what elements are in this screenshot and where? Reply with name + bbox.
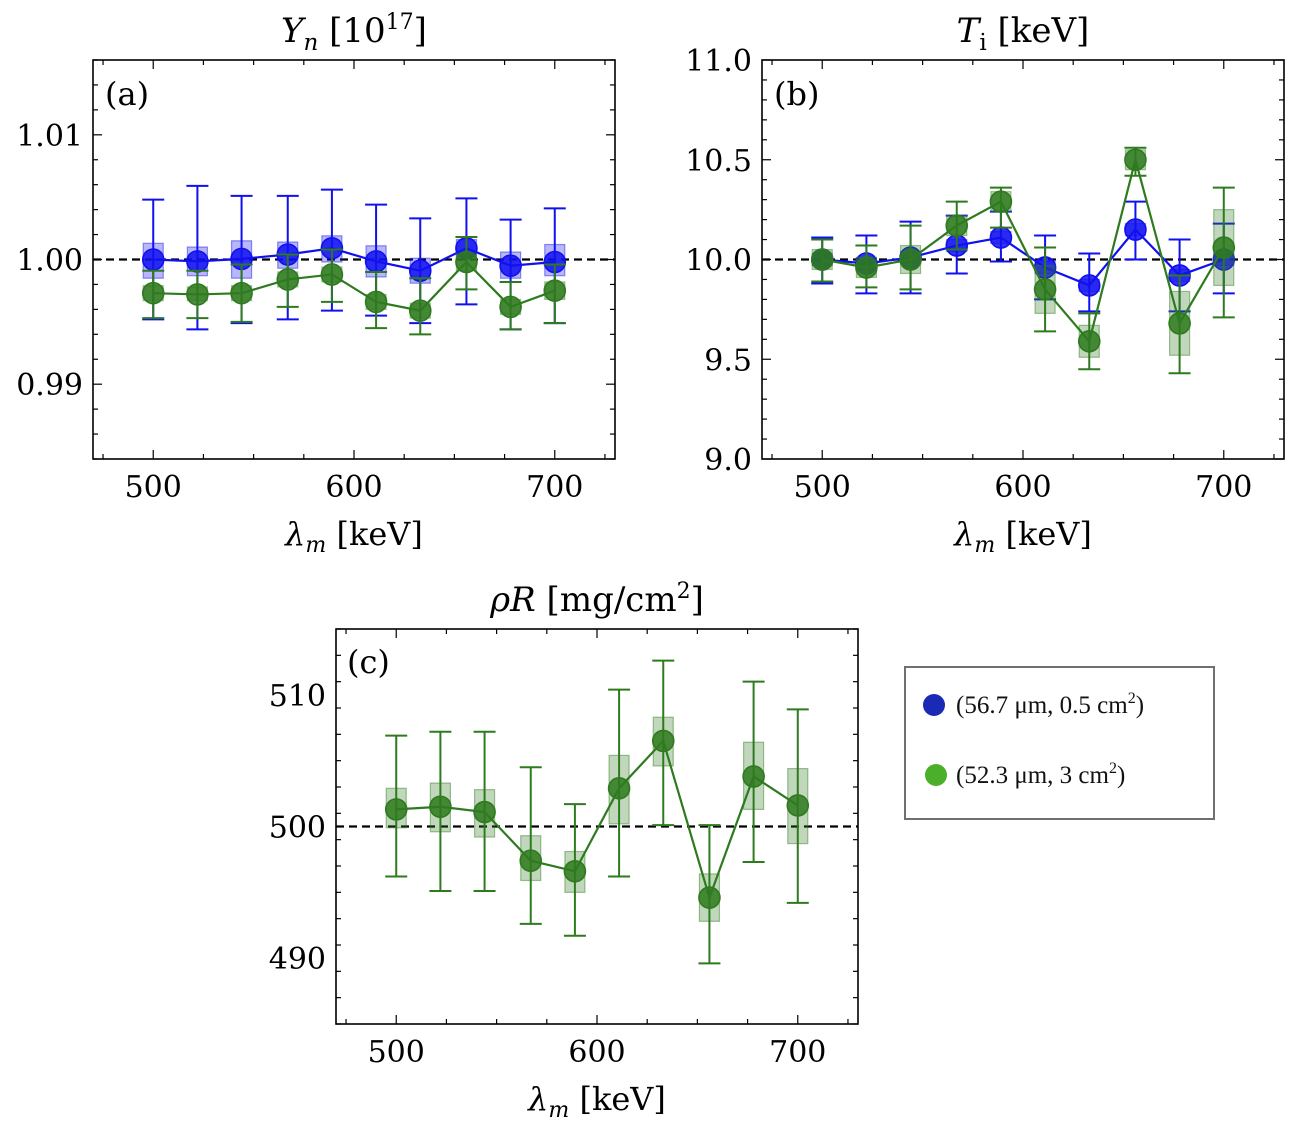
x-tick-label: 600 (568, 1035, 625, 1070)
data-point (810, 248, 834, 271)
data-point (384, 798, 408, 821)
panel-b-ion-temperature: 500 600 700 9.0 9.5 10.0 10.5 11.0 λm [keV] Ti [k… (685, 11, 1285, 558)
data-point (1168, 312, 1191, 335)
panel-title: Ti [keV] (957, 11, 1090, 56)
y-tick-label: 490 (269, 942, 326, 977)
data-point (519, 849, 543, 873)
legend-entry-series-2: (52.3 μm, 3 cm2) (956, 760, 1125, 789)
x-tick-label: 700 (526, 470, 583, 505)
data-point (855, 256, 878, 279)
data-point (320, 263, 344, 286)
data-point (455, 250, 478, 274)
data-point (1124, 148, 1147, 172)
x-axis-label: λm [keV] (952, 515, 1092, 558)
data-point (141, 281, 165, 305)
legend-marker-series-2 (925, 764, 947, 786)
data-point (563, 859, 587, 883)
y-tick-label: 500 (269, 811, 326, 846)
panel-a-yield: 500 600 700 0.99 1.00 1.01 λm [keV] Yn [1017] (a… (16, 10, 616, 558)
data-point (989, 226, 1013, 249)
panel-title: ρR [mg/cm2] (489, 579, 704, 620)
x-tick-label: 500 (794, 470, 851, 505)
data-point (429, 795, 452, 819)
data-point (364, 290, 388, 314)
panel-letter: (b) (774, 75, 819, 113)
data-point (499, 295, 522, 319)
panel-c-areal-density: 500 600 700 490 500 510 λm [keV] ρR [mg/cm2] (c) (269, 579, 859, 1123)
data-point (607, 777, 631, 800)
data-point (186, 283, 209, 306)
x-axis-label: λm [keV] (526, 1080, 666, 1123)
x-axis-label: λm [keV] (283, 515, 423, 558)
series-line (153, 247, 555, 272)
legend-marker-series-1 (923, 694, 945, 716)
data-point (1077, 274, 1101, 297)
series-1 (384, 659, 810, 965)
y-tick-label: 0.99 (16, 368, 83, 403)
series-line (396, 738, 799, 902)
x-tick-label: 600 (325, 470, 382, 505)
panel-letter: (a) (105, 75, 149, 113)
data-point (230, 281, 253, 305)
series-line (822, 155, 1225, 344)
series-2 (141, 236, 567, 336)
data-point (141, 248, 165, 271)
data-point (899, 248, 922, 271)
data-point (473, 800, 496, 824)
data-point (698, 886, 721, 909)
x-tick-label: 500 (125, 470, 182, 505)
data-point (1212, 236, 1236, 259)
data-point (742, 765, 765, 788)
data-point (786, 794, 810, 817)
y-tick-label: 1.00 (16, 244, 83, 279)
legend-entry-series-1: (56.7 μm, 0.5 cm2) (956, 690, 1144, 719)
x-tick-label: 500 (368, 1035, 425, 1070)
data-point (1033, 278, 1057, 301)
y-tick-label: 10.5 (685, 144, 752, 179)
y-tick-label: 1.01 (16, 119, 83, 154)
data-point (364, 250, 388, 273)
y-tick-label: 11.0 (685, 44, 752, 79)
data-point (499, 254, 522, 278)
y-tick-label: 9.5 (704, 343, 752, 378)
data-point (408, 299, 432, 322)
series-line (153, 260, 556, 312)
series-2 (810, 146, 1236, 375)
legend: (56.7 μm, 0.5 cm2) (52.3 μm, 3 cm2) (904, 666, 1215, 820)
data-point (1077, 329, 1101, 353)
data-point (1124, 218, 1147, 241)
data-point (543, 279, 567, 302)
panel-title: Yn [1017] (281, 10, 427, 56)
y-tick-label: 510 (269, 679, 326, 714)
data-point (945, 214, 969, 237)
data-point (276, 268, 300, 291)
legend-frame (904, 666, 1215, 820)
x-tick-label: 600 (994, 470, 1051, 505)
x-tick-label: 700 (769, 1035, 826, 1070)
series-line (822, 227, 1225, 287)
data-point (651, 729, 675, 753)
y-tick-label: 9.0 (704, 443, 752, 478)
data-point (989, 190, 1013, 213)
x-tick-label: 700 (1195, 470, 1252, 505)
y-tick-label: 10.0 (685, 244, 752, 279)
panel-letter: (c) (347, 643, 390, 681)
data-point (186, 250, 209, 273)
